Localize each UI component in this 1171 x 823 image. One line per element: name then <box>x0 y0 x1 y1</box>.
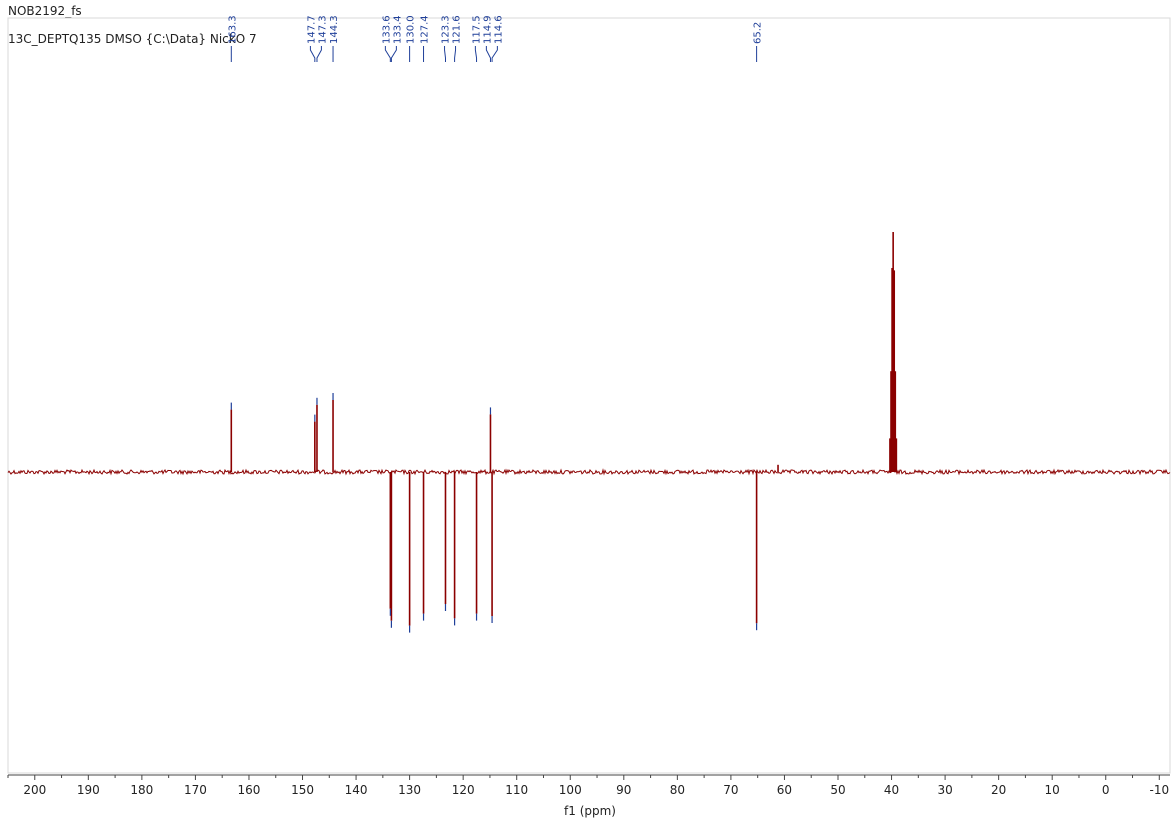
peak-label: 163.3 <box>227 15 238 44</box>
peak-label: 114.6 <box>493 15 504 44</box>
peak-label: 123.3 <box>441 15 452 44</box>
peak-label-leader <box>444 46 446 62</box>
x-tick-label: 10 <box>1045 783 1060 797</box>
peak-label: 133.6 <box>381 15 392 44</box>
x-axis-title: f1 (ppm) <box>564 804 616 818</box>
peak-label: 65.2 <box>753 22 764 44</box>
x-tick-label: 50 <box>830 783 845 797</box>
x-tick-label: -10 <box>1149 783 1169 797</box>
x-tick-label: 60 <box>777 783 792 797</box>
x-tick-label: 0 <box>1102 783 1110 797</box>
x-tick-label: 90 <box>616 783 631 797</box>
peak-label-leader <box>309 46 316 62</box>
x-tick-label: 160 <box>238 783 261 797</box>
peak-label: 117.5 <box>471 15 482 44</box>
peak-label: 130.0 <box>406 15 417 44</box>
x-tick-label: 40 <box>884 783 899 797</box>
x-tick-label: 20 <box>991 783 1006 797</box>
spectrum-layer <box>7 232 1171 633</box>
peak-label-leader <box>485 46 491 62</box>
x-tick-label: 130 <box>398 783 421 797</box>
x-tick-label: 80 <box>670 783 685 797</box>
peak-label: 114.9 <box>482 15 493 44</box>
peak-label-leader <box>491 46 498 62</box>
plot-frame <box>7 17 1171 774</box>
peak-label-leader <box>454 46 457 62</box>
peak-label-leader <box>316 46 322 62</box>
peak-label: 127.4 <box>420 15 431 44</box>
x-tick-label: 30 <box>937 783 952 797</box>
x-tick-label: 120 <box>452 783 475 797</box>
peak-label: 147.3 <box>317 15 328 44</box>
x-tick-label: 190 <box>77 783 100 797</box>
experiment-info: 13C_DEPTQ135 DMSO {C:\Data} NickO 7 <box>8 32 257 46</box>
x-tick-label: 180 <box>130 783 153 797</box>
peak-label: 147.7 <box>306 15 317 44</box>
x-axis: 200 190 180 170 160 150 140 130 120 110 100 90 80 70 6… <box>7 774 1170 797</box>
peak-label-leader <box>474 46 478 62</box>
x-tick-label: 150 <box>291 783 314 797</box>
x-tick-label: 100 <box>559 783 582 797</box>
spectrum-baseline <box>7 468 1171 476</box>
x-tick-label: 200 <box>23 783 46 797</box>
peak-label-leader <box>384 46 391 62</box>
x-tick-label: 110 <box>505 783 528 797</box>
peak-label: 121.6 <box>452 15 463 44</box>
peak-label-layer: 163.3 147.7 147.3 144.3 133.6 133.4 130.0 127.4… <box>227 15 764 62</box>
peak-label-leader <box>390 46 397 62</box>
x-tick-label: 140 <box>345 783 368 797</box>
x-tick-label: 170 <box>184 783 207 797</box>
peak-label: 144.3 <box>329 15 340 44</box>
peak-label: 133.4 <box>392 15 403 44</box>
x-tick-label: 70 <box>723 783 738 797</box>
sample-name: NOB2192_fs <box>8 4 82 18</box>
